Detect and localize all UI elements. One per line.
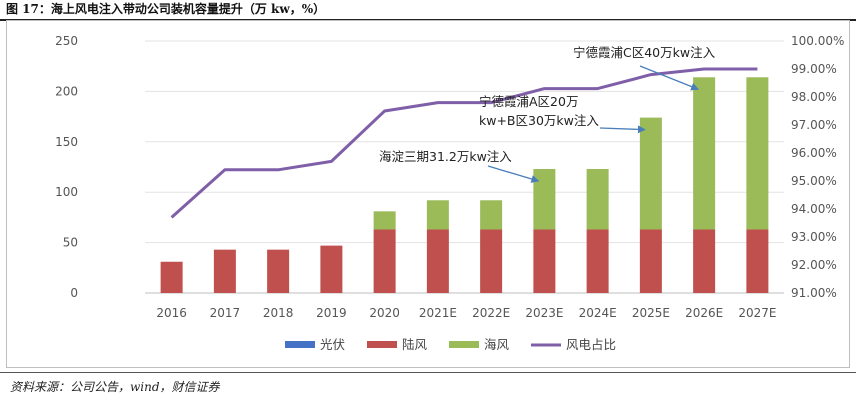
legend-label-onshore: 陆风: [402, 337, 428, 352]
bar-陆风: [746, 229, 769, 293]
y-left-tick: 150: [55, 135, 78, 149]
x-tick-label: 2020: [369, 306, 400, 320]
bar-海风: [693, 77, 716, 230]
annotation-arrow: [487, 165, 540, 183]
y-left-tick: 50: [63, 236, 78, 250]
annotation-label: 宁德霞浦A区20万: [479, 94, 578, 109]
x-tick-label: 2024E: [579, 306, 617, 320]
x-tick-label: 2019: [316, 306, 347, 320]
y-right-tick: 97.00%: [791, 118, 837, 132]
annotation-label: 宁德霞浦C区40万kw注入: [573, 45, 716, 60]
x-tick-label: 2016: [156, 306, 187, 320]
bar-陆风: [693, 229, 716, 293]
x-tick-label: 2026E: [685, 306, 723, 320]
annotation-arrow: [599, 125, 646, 134]
annotation-arrow: [639, 65, 700, 91]
source-note: 资料来源：公司公告，wind，财信证券: [10, 380, 220, 394]
y-right-tick: 100.00%: [791, 34, 844, 48]
x-tick-label: 2021E: [419, 306, 457, 320]
x-tick-label: 2018: [263, 306, 294, 320]
annotation-label: 海淀三期31.2万kw注入: [379, 149, 512, 164]
bar-海风: [426, 200, 449, 230]
figure-title: 图 17：海上风电注入带动公司装机容量提升（万 kw，%）: [6, 2, 326, 16]
y-right-tick: 91.00%: [791, 286, 837, 300]
bar-陆风: [160, 261, 183, 293]
bar-陆风: [320, 245, 343, 293]
bar-陆风: [426, 229, 449, 293]
legend-swatch-onshore: [367, 341, 397, 348]
bar-陆风: [533, 229, 556, 293]
y-right-tick: 92.00%: [791, 258, 837, 272]
annotations: 宁德霞浦C区40万kw注入 宁德霞浦A区20万 kw+B区30万kw注入 海淀三…: [379, 45, 716, 183]
legend-swatch-solar: [285, 341, 315, 348]
legend-label-wind-ratio: 风电占比: [566, 337, 616, 352]
bar-海风: [586, 169, 609, 230]
legend-label-offshore: 海风: [484, 337, 510, 352]
x-tick-label: 2025E: [632, 306, 670, 320]
bar-陆风: [586, 229, 609, 293]
bar-海风: [533, 169, 556, 230]
bar-海风: [639, 117, 662, 230]
chart-frame: [6, 20, 850, 368]
y-left-tick: 200: [55, 84, 78, 98]
legend-swatch-offshore: [449, 341, 479, 348]
legend-label-solar: 光伏: [320, 337, 346, 352]
axes: 0 50 100 150 200 250 91.00% 92.00% 93.00…: [55, 34, 844, 320]
gridlines: [145, 40, 784, 294]
x-tick-label: 2022E: [472, 306, 510, 320]
y-right-tick: 98.00%: [791, 90, 837, 104]
bar-海风: [373, 211, 396, 230]
x-tick-label: 2017: [210, 306, 241, 320]
bar-陆风: [213, 249, 236, 293]
annotation-label: kw+B区30万kw注入: [479, 113, 599, 128]
bar-陆风: [480, 229, 503, 293]
y-right-tick: 93.00%: [791, 230, 837, 244]
bar-海风: [746, 77, 769, 230]
legend: 光伏 陆风 海风 风电占比: [285, 337, 616, 352]
y-right-tick: 96.00%: [791, 146, 837, 160]
source-rule: [0, 372, 856, 373]
y-right-tick: 99.00%: [791, 62, 837, 76]
bar-陆风: [267, 249, 290, 293]
bar-陆风: [373, 229, 396, 293]
y-right-tick: 94.00%: [791, 202, 837, 216]
bar-陆风: [639, 229, 662, 293]
y-right-tick: 95.00%: [791, 174, 837, 188]
x-tick-label: 2027E: [738, 306, 776, 320]
y-left-tick: 0: [70, 286, 78, 300]
bar-海风: [480, 200, 503, 230]
y-left-tick: 250: [55, 34, 78, 48]
y-left-tick: 100: [55, 185, 78, 199]
bars: [160, 77, 769, 293]
x-tick-label: 2023E: [525, 306, 563, 320]
